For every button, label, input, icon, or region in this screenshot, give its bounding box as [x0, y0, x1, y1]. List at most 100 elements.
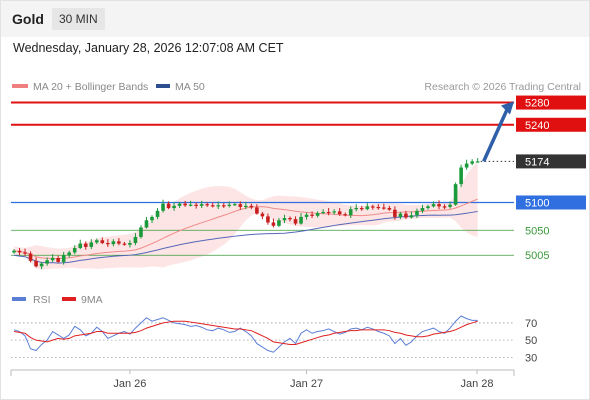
bollinger-band-area — [14, 161, 478, 270]
candle — [83, 241, 88, 250]
candle — [431, 201, 436, 208]
candle — [133, 233, 138, 246]
candle — [166, 201, 171, 210]
candle — [293, 216, 298, 226]
candle — [139, 225, 143, 239]
svg-text:5050: 5050 — [525, 225, 549, 237]
level-lines — [11, 101, 514, 256]
timeframe-selector[interactable]: 30 MIN — [52, 8, 105, 30]
candle — [233, 202, 237, 206]
candle — [448, 201, 452, 209]
rsi-tick-label: 50 — [525, 335, 537, 347]
candle — [415, 208, 419, 219]
top-bar: Gold 30 MIN — [0, 0, 590, 37]
candle — [437, 200, 441, 210]
legend-rsi-ma-swatch — [62, 297, 76, 301]
candle — [155, 208, 160, 220]
candle — [371, 204, 375, 210]
candle — [221, 203, 226, 209]
level-label-5240: 5240 — [516, 117, 586, 132]
candle — [72, 245, 77, 255]
legend-rsi-ma-label: 9MA — [81, 294, 103, 306]
candle — [359, 205, 364, 211]
candle — [150, 215, 154, 224]
candle — [315, 211, 320, 218]
candle — [409, 211, 414, 219]
candle — [464, 159, 469, 170]
candle — [56, 255, 60, 264]
svg-text:5280: 5280 — [525, 98, 549, 110]
candle — [111, 239, 116, 247]
source-credit: Research © 2026 Trading Central — [424, 81, 581, 93]
candle — [271, 218, 276, 228]
candle — [34, 257, 38, 268]
candle — [365, 203, 370, 211]
candle — [23, 248, 27, 256]
candle — [122, 241, 127, 246]
candle — [17, 248, 22, 256]
instrument-name: Gold — [12, 11, 44, 27]
candle — [78, 239, 83, 250]
candle — [244, 201, 248, 210]
candle — [238, 201, 243, 210]
legend-ma20-swatch — [12, 84, 28, 88]
candle — [343, 212, 347, 217]
main-legend: MA 20 + Bollinger Bands MA 50 Research ©… — [12, 81, 581, 93]
svg-text:5240: 5240 — [525, 120, 549, 132]
candle — [470, 159, 474, 166]
candle — [67, 250, 71, 258]
bollinger-bands — [14, 161, 478, 270]
candle — [106, 239, 110, 247]
level-label-5050: 5050 — [525, 225, 549, 237]
candle — [39, 261, 44, 270]
candle — [475, 158, 480, 163]
candle — [326, 208, 331, 216]
candle — [128, 240, 132, 248]
candle — [404, 210, 408, 220]
svg-text:5174: 5174 — [525, 156, 549, 168]
candle — [348, 206, 353, 219]
candle — [277, 218, 281, 227]
candle — [337, 208, 342, 216]
candle — [321, 209, 325, 215]
candle — [188, 200, 193, 207]
candle — [282, 214, 287, 224]
candlesticks — [12, 158, 480, 270]
candle — [442, 204, 447, 210]
level-labels: 5280 5240 5174 5100 5050 5005 — [516, 95, 586, 262]
x-tick-label: Jan 26 — [113, 378, 146, 390]
svg-text:5005: 5005 — [525, 250, 549, 262]
arrow-head — [501, 101, 514, 115]
candle — [205, 202, 209, 207]
candle — [354, 204, 359, 212]
candle — [50, 254, 55, 262]
level-label-5174: 5174 — [516, 154, 586, 169]
rsi-ma-line — [13, 320, 478, 345]
candle — [177, 201, 182, 209]
rsi-panel: RSI 9MA 70 50 30 — [11, 294, 537, 364]
candle — [255, 204, 259, 215]
rsi-tick-label: 30 — [525, 352, 537, 364]
candle — [332, 209, 336, 215]
rsi-tick-label: 70 — [525, 318, 537, 330]
level-label-5100: 5100 — [516, 195, 586, 210]
legend-ma20-label: MA 20 + Bollinger Bands — [33, 81, 148, 93]
candle — [144, 216, 149, 229]
candle — [61, 251, 66, 265]
chart-timestamp: Wednesday, January 28, 2026 12:07:08 AM … — [13, 41, 284, 55]
candle — [393, 206, 397, 220]
level-label-5280: 5280 — [516, 95, 586, 110]
candle — [288, 216, 292, 222]
trend-arrow — [482, 101, 514, 163]
candle — [183, 200, 187, 207]
candle — [459, 164, 463, 187]
candle — [12, 249, 16, 254]
candle — [426, 204, 430, 210]
candle — [260, 211, 265, 220]
legend-ma50-label: MA 50 — [175, 81, 205, 93]
candle — [100, 237, 105, 245]
legend-ma50-swatch — [156, 84, 170, 88]
legend-rsi-swatch — [12, 297, 26, 301]
arrow-shaft — [482, 106, 510, 163]
